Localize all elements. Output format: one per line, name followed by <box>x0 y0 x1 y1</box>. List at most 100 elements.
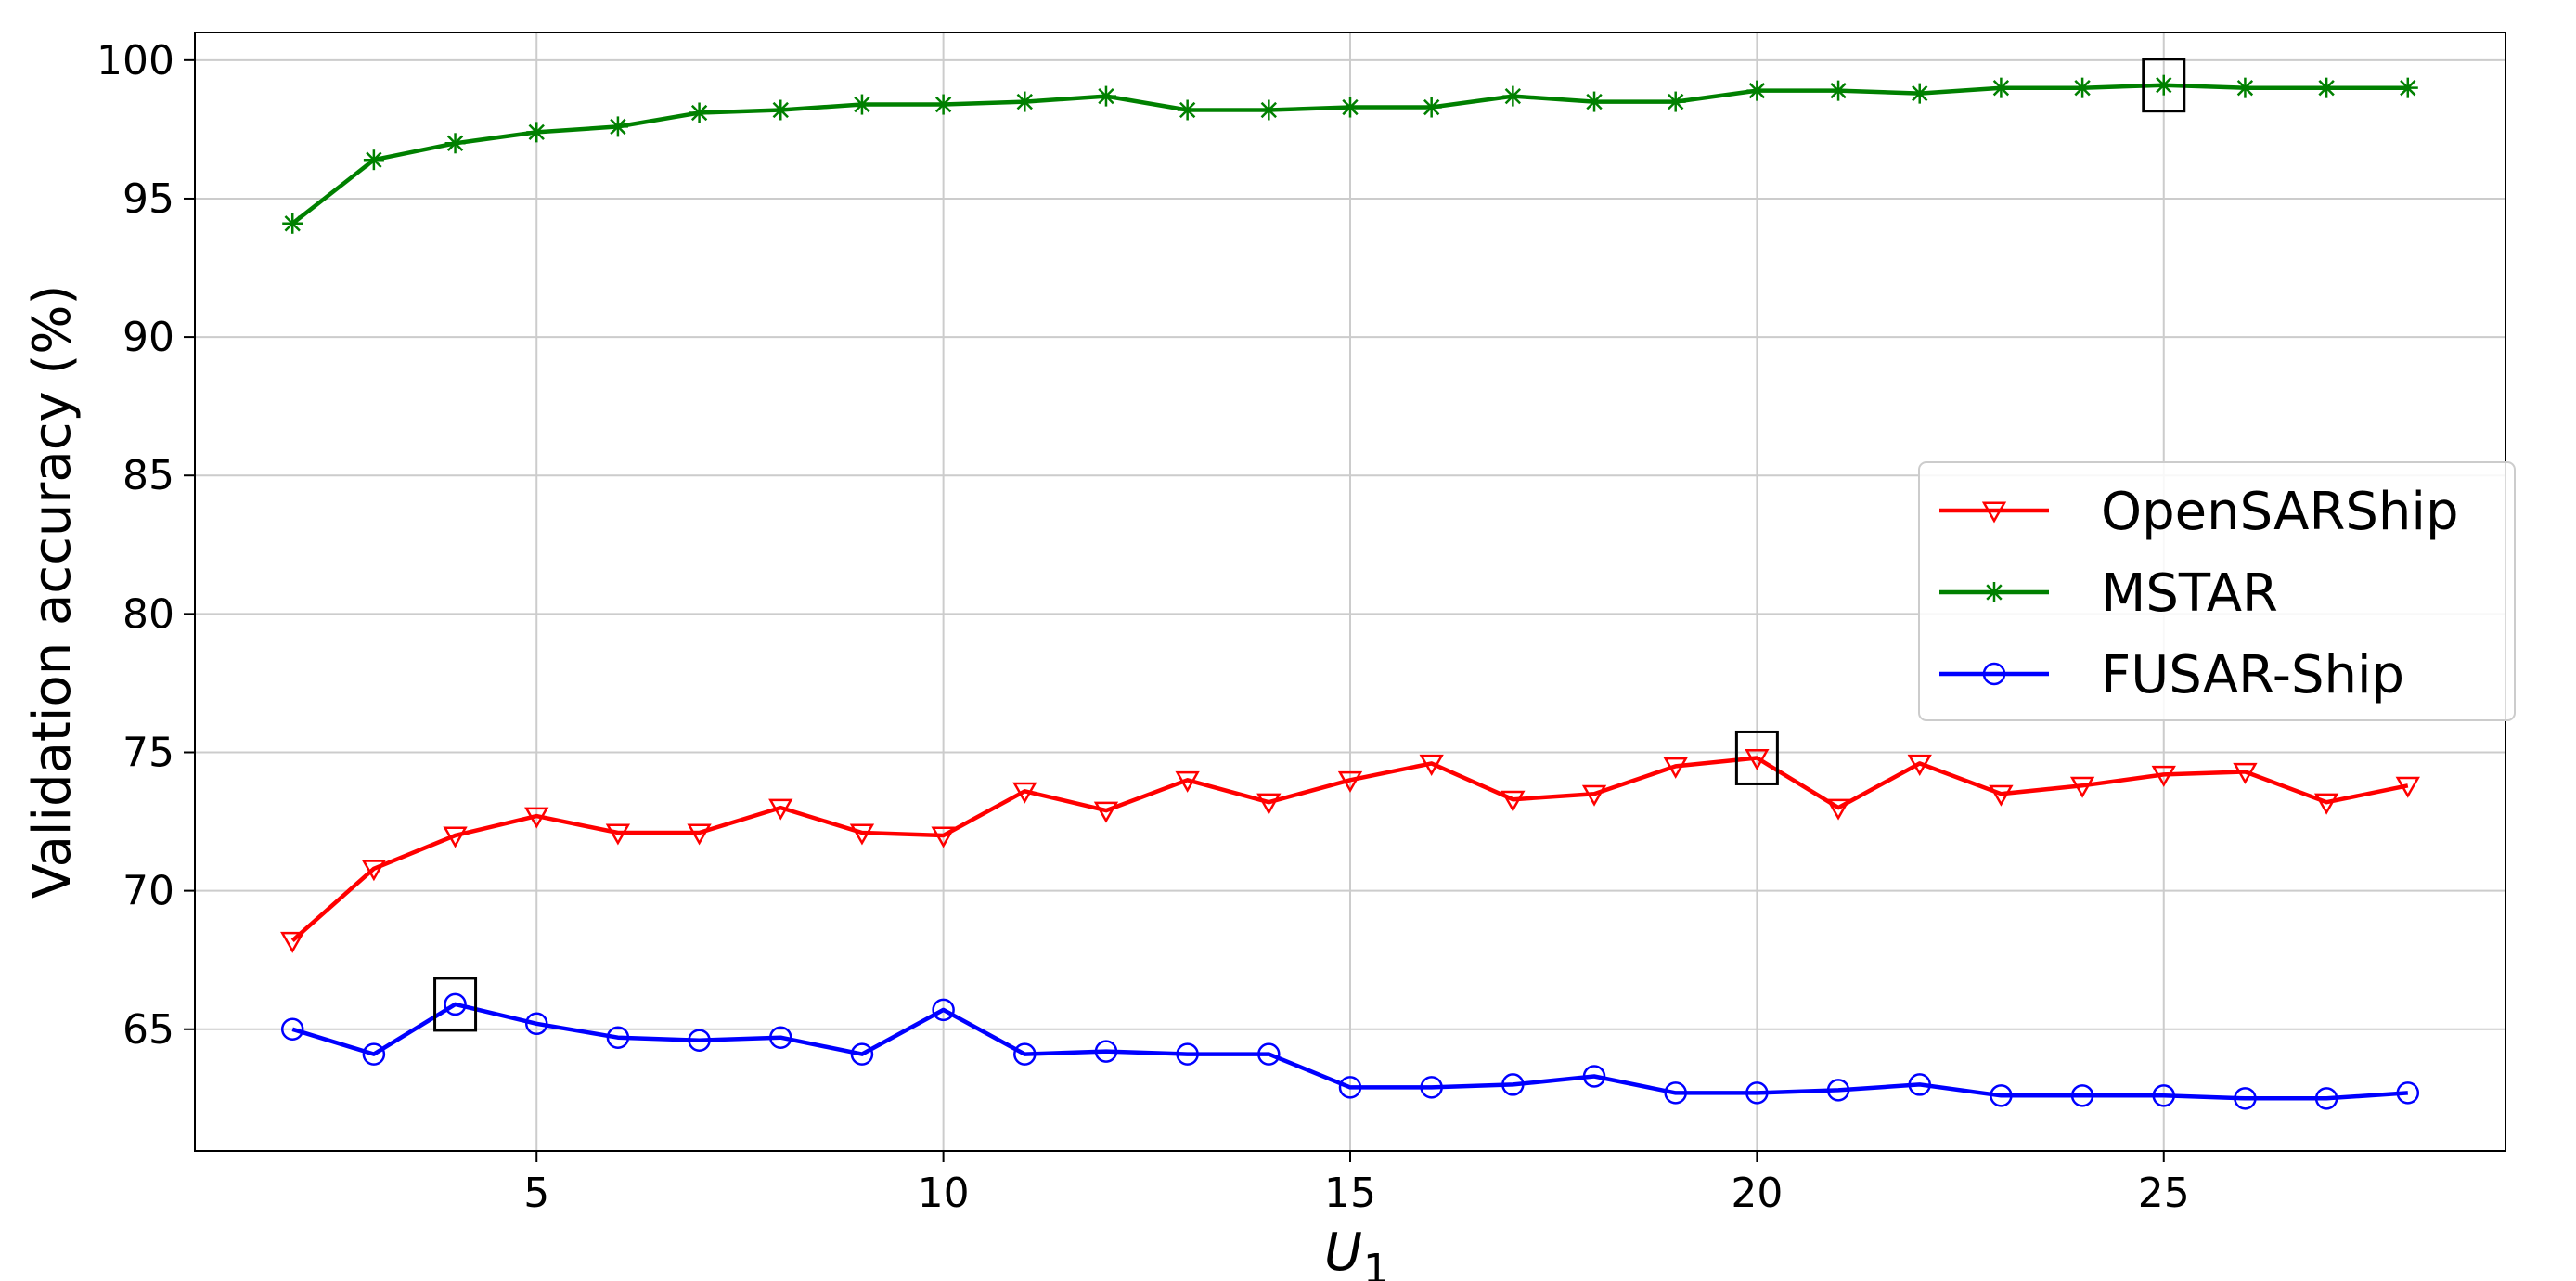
data-point <box>1746 80 1768 101</box>
data-point <box>606 1026 630 1049</box>
data-point <box>2069 776 2095 798</box>
highlight-box <box>2142 58 2186 113</box>
data-point <box>1745 1081 1769 1105</box>
data-point <box>1177 99 1198 121</box>
data-point <box>1258 99 1280 121</box>
data-point <box>1908 1073 1931 1096</box>
legend-entry: OpenSARShip <box>1939 482 2459 542</box>
legend-label: FUSAR-Ship <box>2101 645 2404 705</box>
y-tick-label: 85 <box>122 452 174 499</box>
highlight-box <box>1734 730 1779 785</box>
y-tick-label: 95 <box>122 175 174 223</box>
data-point <box>1745 748 1770 770</box>
series-mstar <box>282 58 2418 234</box>
data-point <box>2395 776 2420 798</box>
data-point <box>280 1017 304 1042</box>
data-point <box>524 1012 548 1036</box>
data-point <box>770 99 792 121</box>
data-point <box>2151 765 2176 787</box>
data-point <box>1825 798 1851 821</box>
x-axis-label-main: U <box>1324 1223 1362 1281</box>
data-point <box>607 116 628 137</box>
data-point <box>931 826 956 848</box>
data-point <box>2070 1084 2094 1107</box>
data-point <box>768 798 793 821</box>
legend-entry: FUSAR-Ship <box>1939 645 2404 705</box>
data-point <box>2397 77 2418 98</box>
data-point <box>444 992 467 1016</box>
data-point <box>1340 97 1360 118</box>
data-point <box>687 823 712 846</box>
x-axis-label: U 1 <box>1324 1223 1389 1281</box>
x-tick-label: 5 <box>523 1170 549 1217</box>
data-point <box>605 823 631 846</box>
series-opensarship <box>280 730 2420 953</box>
data-point <box>1665 91 1686 112</box>
data-point <box>2396 1081 2420 1105</box>
data-point <box>1981 501 2007 524</box>
data-point <box>2316 77 2338 98</box>
data-point <box>1828 80 1849 101</box>
data-point <box>1337 770 1363 793</box>
x-axis-label-subscript: 1 <box>1363 1246 1389 1281</box>
legend-label: OpenSARShip <box>2101 482 2459 542</box>
x-tick-label: 15 <box>1324 1170 1376 1217</box>
data-point <box>444 133 466 154</box>
data-point <box>1176 1042 1199 1066</box>
data-point <box>2233 762 2258 784</box>
data-point <box>1907 754 1932 776</box>
series-layer <box>280 58 2420 1110</box>
data-point <box>1013 1042 1037 1066</box>
data-point <box>1095 85 1116 107</box>
series-fusar-ship <box>280 977 2420 1110</box>
data-point <box>1984 582 2004 602</box>
data-point <box>1094 1040 1118 1063</box>
data-point <box>689 102 710 123</box>
y-tick-label: 90 <box>122 314 174 361</box>
x-tick-label: 10 <box>918 1170 970 1217</box>
data-point <box>363 149 384 171</box>
data-point <box>1909 83 1930 104</box>
data-point <box>1990 1084 2013 1107</box>
data-point <box>1175 770 1200 793</box>
data-point <box>2314 1087 2338 1110</box>
data-point <box>1093 801 1119 823</box>
y-tick-label: 70 <box>122 868 174 915</box>
x-tick-label: 20 <box>1731 1170 1783 1217</box>
series-line <box>291 1002 2408 1101</box>
series-line <box>290 756 2409 942</box>
data-point <box>1982 662 2006 686</box>
data-point <box>1663 757 1688 779</box>
data-point <box>2234 1087 2257 1110</box>
highlight-box <box>433 977 478 1032</box>
data-point <box>1338 1076 1362 1099</box>
data-point <box>2153 74 2174 96</box>
data-point <box>1584 91 1605 112</box>
legend-entry: MSTAR <box>1939 563 2278 624</box>
data-point <box>1989 784 2014 807</box>
data-point <box>362 1042 386 1066</box>
y-tick-label: 80 <box>122 590 174 638</box>
data-point <box>769 1026 792 1049</box>
data-point <box>1012 782 1037 804</box>
data-point <box>1420 1076 1443 1099</box>
x-tick-label: 25 <box>2138 1170 2190 1217</box>
data-point <box>524 807 549 829</box>
data-point <box>851 94 872 115</box>
data-point <box>850 1042 874 1066</box>
data-point <box>1256 793 1282 815</box>
data-point <box>280 931 305 953</box>
legend: OpenSARShip MSTAR FUSAR-Ship <box>1918 461 2516 721</box>
data-point <box>933 94 954 115</box>
y-tick-label: 75 <box>122 729 174 776</box>
data-point <box>2235 77 2256 98</box>
data-point <box>526 122 547 143</box>
data-point <box>2313 793 2339 815</box>
data-point <box>1581 784 1607 807</box>
y-tick-label: 65 <box>122 1006 174 1054</box>
data-point <box>849 823 875 846</box>
data-point <box>1014 91 1036 112</box>
data-point <box>1502 85 1524 107</box>
data-point <box>1826 1079 1850 1102</box>
data-point <box>932 998 955 1022</box>
